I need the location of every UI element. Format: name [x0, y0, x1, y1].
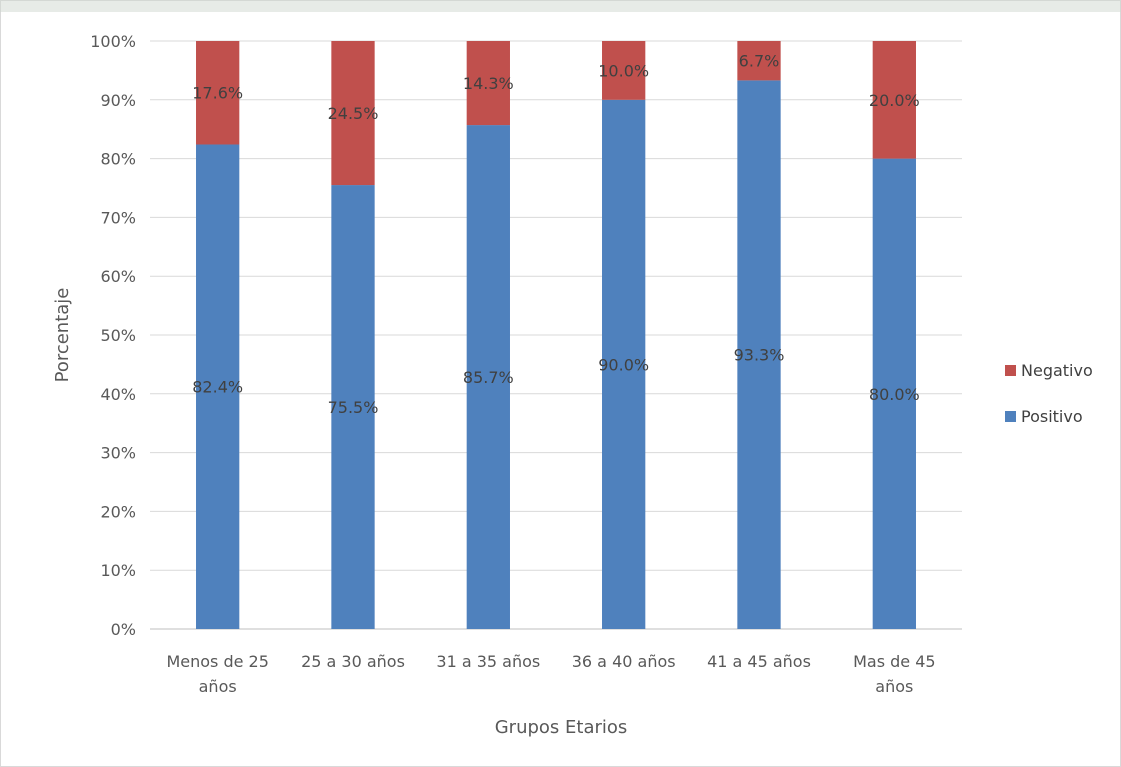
- x-tick-label: Mas de 45 años: [853, 652, 935, 696]
- data-label: 14.3%: [463, 74, 514, 93]
- y-tick-label: 0%: [111, 620, 136, 639]
- data-label: 20.0%: [869, 91, 920, 110]
- x-tick-line: 41 a 45 años: [707, 652, 811, 671]
- x-tick-line: 25 a 30 años: [301, 652, 405, 671]
- data-label: 93.3%: [734, 346, 785, 365]
- bar-positivo: [872, 158, 916, 629]
- x-tick-label: 31 a 35 años: [436, 652, 540, 671]
- data-label: 17.6%: [192, 84, 243, 103]
- y-axis-title: Porcentaje: [52, 288, 73, 383]
- x-tick-line: Mas de 45: [853, 652, 935, 671]
- bar-negativo: [331, 41, 375, 186]
- x-tick-line: Menos de 25: [166, 652, 268, 671]
- bar-negativo: [872, 41, 916, 159]
- watermark-band: [0, 0, 1121, 12]
- x-tick-line: años: [199, 677, 237, 696]
- legend-swatch-negativo: [1005, 365, 1016, 376]
- x-axis-ticks: Menos de 25 años 25 a 30 años 31 a 35 años 3…: [166, 652, 935, 696]
- bars: [196, 41, 916, 630]
- y-tick-label: 70%: [100, 208, 136, 227]
- bar-negativo: [737, 41, 781, 81]
- bar-positivo: [737, 80, 781, 630]
- x-tick-line: años: [875, 677, 913, 696]
- data-label: 85.7%: [463, 368, 514, 387]
- x-axis-title: Grupos Etarios: [495, 717, 628, 738]
- x-tick-line: 36 a 40 años: [572, 652, 676, 671]
- data-label: 10.0%: [598, 61, 649, 80]
- y-tick-label: 50%: [100, 326, 136, 345]
- data-label: 82.4%: [192, 378, 243, 397]
- bar-positivo: [196, 144, 240, 629]
- data-label: 6.7%: [739, 52, 780, 71]
- bar-negativo: [602, 41, 646, 100]
- x-tick-label: 25 a 30 años: [301, 652, 405, 671]
- data-label: 75.5%: [328, 398, 379, 417]
- y-axis-ticks: 0% 10% 20% 30% 40% 50% 60% 70% 80% 90% 100%: [90, 32, 136, 639]
- legend-swatch-positivo: [1005, 411, 1016, 422]
- x-tick-label: 41 a 45 años: [707, 652, 811, 671]
- legend: Negativo Positivo: [1005, 361, 1093, 426]
- y-tick-label: 90%: [100, 91, 136, 110]
- y-tick-label: 30%: [100, 444, 136, 463]
- data-label: 80.0%: [869, 385, 920, 404]
- bar-negativo: [466, 41, 510, 126]
- bar-positivo: [331, 185, 375, 629]
- data-label: 90.0%: [598, 355, 649, 374]
- x-tick-line: 31 a 35 años: [436, 652, 540, 671]
- y-tick-label: 60%: [100, 267, 136, 286]
- bar-positivo: [466, 125, 510, 630]
- data-labels: 82.4% 17.6% 75.5% 24.5% 85.7% 14.3% 90.0% 10.0%…: [192, 52, 919, 417]
- legend-label-negativo: Negativo: [1021, 361, 1093, 380]
- y-tick-label: 80%: [100, 150, 136, 169]
- x-tick-label: 36 a 40 años: [572, 652, 676, 671]
- bar-positivo: [602, 99, 646, 630]
- y-tick-label: 10%: [100, 561, 136, 580]
- gridlines: [150, 40, 962, 630]
- legend-label-positivo: Positivo: [1021, 407, 1083, 426]
- y-tick-label: 100%: [90, 32, 136, 51]
- x-tick-label: Menos de 25 años: [166, 652, 268, 696]
- y-tick-label: 40%: [100, 385, 136, 404]
- y-tick-label: 20%: [100, 502, 136, 521]
- bar-negativo: [196, 41, 240, 145]
- data-label: 24.5%: [328, 104, 379, 123]
